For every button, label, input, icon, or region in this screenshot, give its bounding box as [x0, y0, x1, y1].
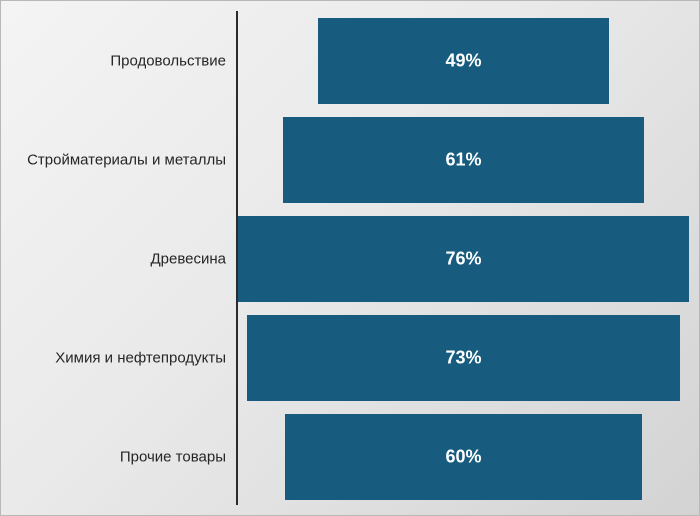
bar-value-label: 73%: [445, 347, 482, 367]
category-label: Древесина: [150, 250, 227, 267]
bar: 61%: [282, 116, 645, 203]
bar-value-label: 61%: [445, 149, 482, 169]
bar: 60%: [285, 413, 642, 500]
category-label: Химия и нефтепродукты: [55, 349, 226, 366]
bar-value-label: 49%: [445, 50, 482, 70]
bar: 49%: [318, 17, 609, 104]
bar-value-label: 60%: [445, 446, 482, 466]
category-label: Прочие товары: [119, 448, 226, 465]
category-label: Стройматериалы и металлы: [27, 151, 226, 168]
category-axis-line: [236, 11, 238, 505]
category-label: Продовольствие: [110, 52, 226, 69]
bar: 76%: [238, 215, 689, 302]
bar: 73%: [246, 314, 681, 401]
bar-value-label: 76%: [445, 248, 482, 268]
